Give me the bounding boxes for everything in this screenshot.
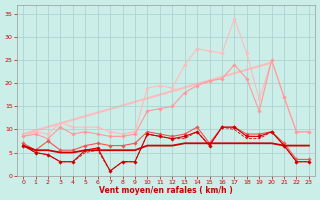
X-axis label: Vent moyen/en rafales ( km/h ): Vent moyen/en rafales ( km/h ) — [99, 186, 233, 195]
